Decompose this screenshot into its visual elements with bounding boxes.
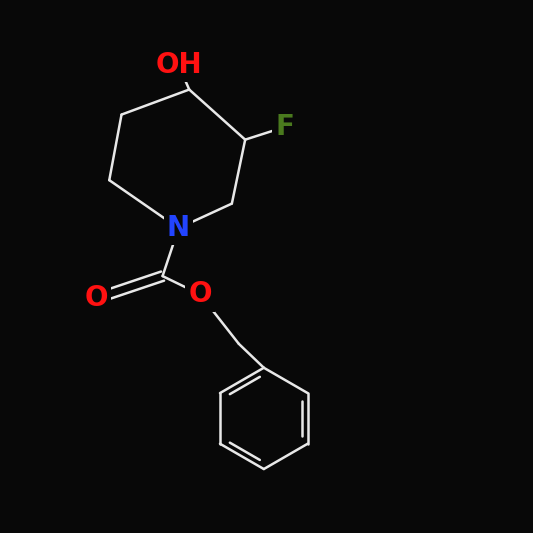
Text: O: O [84,285,108,312]
Text: F: F [276,113,295,141]
Text: OH: OH [155,51,202,79]
Text: N: N [167,214,190,242]
Text: O: O [188,280,212,308]
